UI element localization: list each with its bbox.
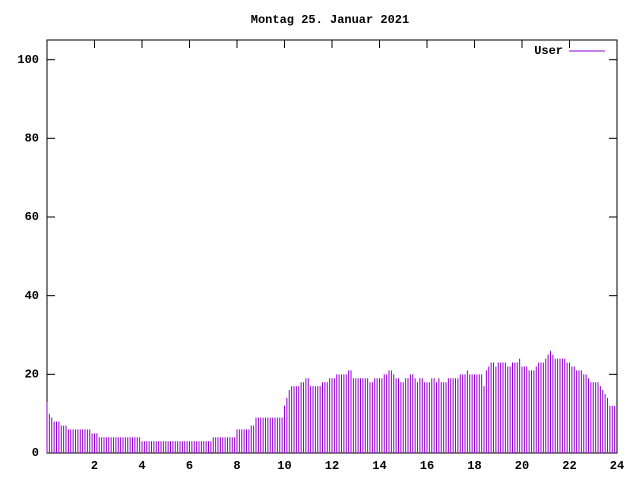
y-tick-label: 0 xyxy=(32,446,39,460)
x-tick-label: 14 xyxy=(372,459,386,473)
x-tick-label: 24 xyxy=(610,459,624,473)
y-tick-label: 40 xyxy=(25,289,39,303)
x-tick-label: 12 xyxy=(325,459,339,473)
y-tick-label: 60 xyxy=(25,210,39,224)
x-tick-label: 18 xyxy=(467,459,481,473)
y-tick-label: 100 xyxy=(17,53,39,67)
x-tick-label: 10 xyxy=(277,459,291,473)
x-tick-label: 22 xyxy=(562,459,576,473)
legend-label: User xyxy=(534,44,563,58)
y-tick-label: 80 xyxy=(25,132,39,146)
x-tick-label: 16 xyxy=(420,459,434,473)
x-tick-label: 2 xyxy=(91,459,98,473)
x-tick-label: 4 xyxy=(138,459,145,473)
x-tick-label: 20 xyxy=(515,459,529,473)
x-tick-label: 8 xyxy=(233,459,240,473)
y-tick-label: 20 xyxy=(25,368,39,382)
chart-title: Montag 25. Januar 2021 xyxy=(251,13,409,27)
x-tick-label: 6 xyxy=(186,459,193,473)
